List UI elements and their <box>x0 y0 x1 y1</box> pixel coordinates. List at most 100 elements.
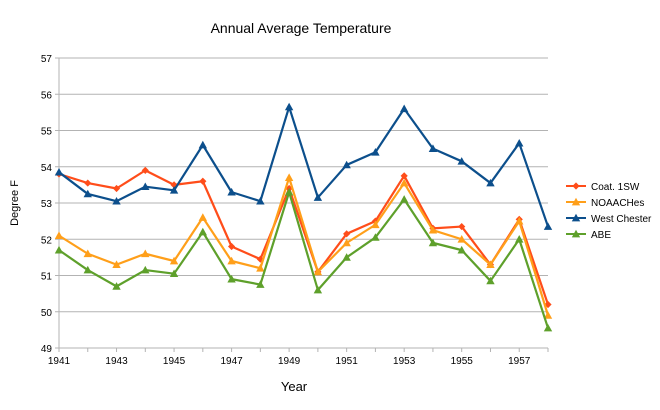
y-tick-label: 57 <box>41 54 53 65</box>
data-point <box>112 282 121 290</box>
data-point <box>486 178 495 187</box>
data-point <box>141 249 150 258</box>
data-point <box>256 264 265 272</box>
data-point <box>399 178 409 187</box>
data-point <box>457 235 466 243</box>
data-point <box>198 213 208 221</box>
series-3 <box>54 187 553 332</box>
data-point <box>84 179 92 187</box>
data-point <box>399 104 409 113</box>
x-tick-label: 1943 <box>105 356 128 367</box>
data-point <box>342 238 351 247</box>
series-line <box>58 169 550 305</box>
data-point <box>313 193 323 201</box>
data-point <box>284 187 294 196</box>
legend-item: NOAACHes <box>566 197 644 209</box>
y-tick-label: 52 <box>41 235 53 246</box>
data-point <box>428 144 438 152</box>
data-point <box>83 265 92 274</box>
data-point <box>112 184 121 193</box>
data-point <box>313 285 323 294</box>
data-point <box>543 323 553 332</box>
y-tick-label: 49 <box>41 344 53 355</box>
y-tick-label: 54 <box>41 163 53 174</box>
data-point <box>457 245 466 254</box>
legend-item: West Chester <box>566 213 652 225</box>
y-tick-label: 55 <box>41 127 53 138</box>
legend-item: ABE <box>566 229 611 241</box>
data-point <box>342 253 351 261</box>
data-point <box>343 230 351 238</box>
data-point <box>515 235 524 243</box>
x-tick-label: 1957 <box>508 356 531 367</box>
legend-item: Coat. 1SW <box>566 182 640 193</box>
data-point <box>141 166 149 174</box>
legend-marker <box>571 197 581 206</box>
data-point <box>371 233 380 241</box>
data-point <box>198 227 208 236</box>
axes: 49 50 51 52 53 54 55 56 57 1941 1943 1945 1947 1949 19… <box>41 54 549 367</box>
series-layer <box>54 102 553 332</box>
data-point <box>486 260 495 268</box>
legend-marker <box>571 213 581 222</box>
series-2 <box>54 102 553 230</box>
series-line <box>58 176 550 316</box>
legend-label: ABE <box>591 230 611 241</box>
data-point <box>227 274 236 283</box>
data-point <box>227 187 236 196</box>
data-point <box>112 260 121 268</box>
data-point <box>199 177 207 185</box>
y-tick-label: 56 <box>41 90 53 101</box>
data-point <box>428 238 438 247</box>
data-point <box>284 102 294 111</box>
legend-label: NOAACHes <box>591 198 644 209</box>
data-point <box>169 186 179 194</box>
x-tick-label: 1949 <box>278 356 301 367</box>
legend-label: Coat. 1SW <box>591 182 640 193</box>
data-point <box>227 242 236 251</box>
data-point <box>54 167 64 176</box>
data-point <box>256 196 265 205</box>
data-point <box>515 216 524 225</box>
data-point <box>371 148 380 156</box>
x-axis-label: Year <box>281 379 308 394</box>
x-tick-label: 1955 <box>451 356 474 367</box>
x-tick-label: 1947 <box>220 356 243 367</box>
data-point <box>54 231 64 239</box>
x-tick-label: 1945 <box>163 356 186 367</box>
data-point <box>256 280 265 288</box>
data-point <box>458 222 466 231</box>
data-point <box>543 222 553 230</box>
x-tick-label: 1953 <box>393 356 416 367</box>
data-point <box>342 160 351 169</box>
series-1 <box>54 173 553 319</box>
legend: Coat. 1SW NOAACHes West Chester ABE <box>566 182 652 241</box>
data-point <box>112 196 121 205</box>
data-point <box>515 138 524 147</box>
data-point <box>400 172 408 180</box>
data-point <box>169 269 179 278</box>
y-tick-label: 51 <box>41 272 53 283</box>
data-point <box>198 140 208 149</box>
data-point <box>486 276 495 285</box>
chart-title: Annual Average Temperature <box>211 20 392 36</box>
x-tick-label: 1941 <box>48 356 71 367</box>
data-point <box>227 256 236 265</box>
data-point <box>83 249 92 258</box>
data-point <box>284 173 294 181</box>
data-point <box>169 256 179 265</box>
data-point <box>457 157 466 165</box>
y-tick-label: 50 <box>41 308 53 319</box>
data-point <box>428 225 438 234</box>
legend-marker <box>572 182 580 190</box>
data-point <box>399 195 409 203</box>
data-point <box>54 245 64 254</box>
data-point <box>141 265 150 274</box>
data-point <box>371 220 380 229</box>
data-point <box>543 311 553 319</box>
data-point <box>141 182 150 191</box>
legend-label: West Chester <box>591 214 652 225</box>
legend-marker <box>571 229 581 238</box>
